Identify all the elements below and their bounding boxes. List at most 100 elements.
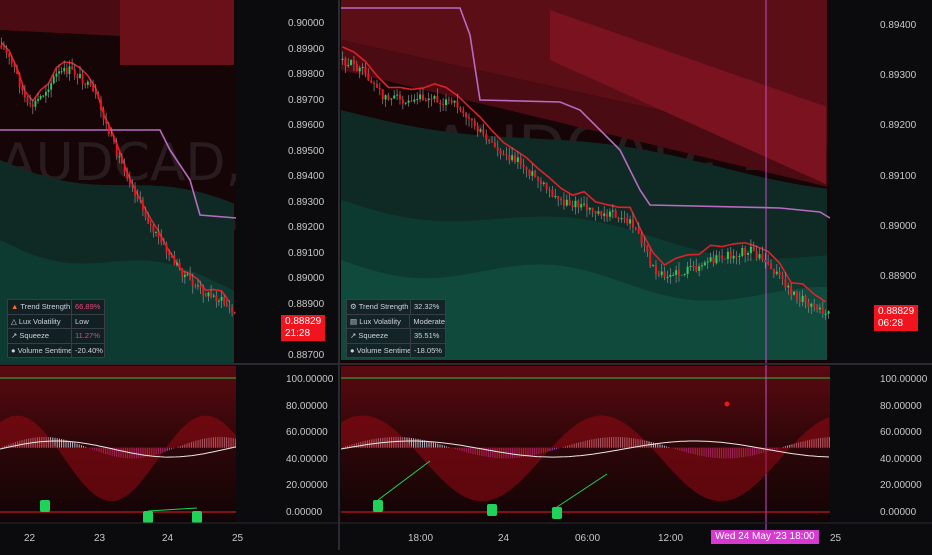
table-label: Volume Sentiment [356,345,410,355]
candle-body [709,257,712,262]
candle-body [212,295,215,297]
price-tick-label: 0.89300 [288,196,325,208]
price-tick-label: 0.90000 [288,18,325,29]
buy-signal-marker [487,504,497,516]
candle-body [47,89,50,93]
table-value: 66.89% [71,300,104,314]
table-value: -20.40% [71,343,104,357]
candle-body [755,251,758,259]
table-value: 32.32% [410,300,445,314]
trailing-line-right [342,46,827,303]
candle-body [170,254,173,256]
candle-body [427,98,430,101]
candle-body [439,102,442,105]
candle-body [744,247,747,255]
candle-body [557,195,560,199]
candle-body [350,60,353,65]
candle-body [202,287,205,296]
candle-body [505,154,508,156]
oscillator-tick-label: 20.00000 [286,480,328,491]
candle-body [228,306,231,308]
candles [0,37,830,320]
price-tick-label: 0.89300 [880,70,917,82]
dashboard-table-right: ⚙ Trend Strength 32.32% ▤ Lux Volatility M… [346,299,446,358]
time-tick-label: 24 [162,533,174,544]
candle-body [726,251,729,260]
candle-body [94,91,97,95]
candle-body [121,156,123,164]
candle-body [347,64,350,66]
price-tick-label: 0.89400 [288,171,325,182]
candle-body [821,307,824,314]
candle-body [178,262,181,269]
candle-body [588,207,591,210]
time-tick-label: 12:00 [658,533,684,544]
candle-body [718,255,721,257]
candle-body [577,200,580,208]
candle-body [176,262,178,266]
price-tick-label: 0.89100 [880,170,917,182]
candle-body [531,171,534,176]
candle-body [580,204,583,208]
time-tick-label: 06:00 [575,533,601,544]
candle-body [606,213,609,217]
right-axis-gutter [830,0,932,522]
candle-body [433,95,436,99]
candle-body [761,254,764,261]
table-label: Trend Strength [358,302,409,312]
candle-body [453,100,456,103]
candle-body [629,219,632,224]
candle-body [775,271,778,274]
candle-body [358,67,361,72]
candle-body [220,296,223,301]
candle-body [416,99,419,101]
candle-body [758,254,761,259]
candle-body [97,94,100,99]
candle-body [724,258,727,260]
candle-body [26,97,29,103]
candle-body [680,275,683,277]
price-tick-label: 0.89400 [880,20,917,31]
oscillator-tick-label: 20.00000 [880,480,922,491]
candle-body [525,167,528,170]
candle-body [444,99,447,105]
candle-body [378,87,381,90]
candle-body [131,184,134,187]
candle-body [157,231,160,238]
candle-body [168,252,171,255]
candle-body [424,100,427,102]
oscillator-tick-label: 100.00000 [880,374,928,385]
candle-body [107,123,110,135]
candle-body [110,134,113,137]
candle-body [614,210,617,218]
price-tick-label: 0.89000 [880,220,917,232]
candle-body [560,198,563,201]
candle-body [410,100,413,102]
candle-body [689,266,692,268]
candle-body [139,198,142,200]
candle-body [0,45,3,49]
candle-body [585,203,588,210]
candle-body [155,231,157,233]
oscillator-tick-label: 80.00000 [880,400,922,412]
candle-body [361,66,364,68]
candle-body [818,307,821,310]
candle-body [807,302,810,307]
candle-body [646,245,649,252]
oscillator-tick-label: 0.00000 [286,506,323,518]
candle-body [58,71,60,74]
price-tick-label: 0.89800 [288,69,325,80]
table-value: -18.05% [410,343,445,357]
candle-body [436,95,439,103]
oscillator-tick-label: 100.00000 [286,374,334,385]
candle-body [79,73,81,79]
candle-body [643,243,646,246]
table-row: ● Volume Sentiment-18.05% [347,342,445,357]
drop-icon: ● [11,345,16,355]
candle-body [223,296,226,305]
candle-body [118,156,121,158]
candle-body [548,189,551,191]
purple-line-left [0,129,237,219]
candle-body [631,219,634,228]
